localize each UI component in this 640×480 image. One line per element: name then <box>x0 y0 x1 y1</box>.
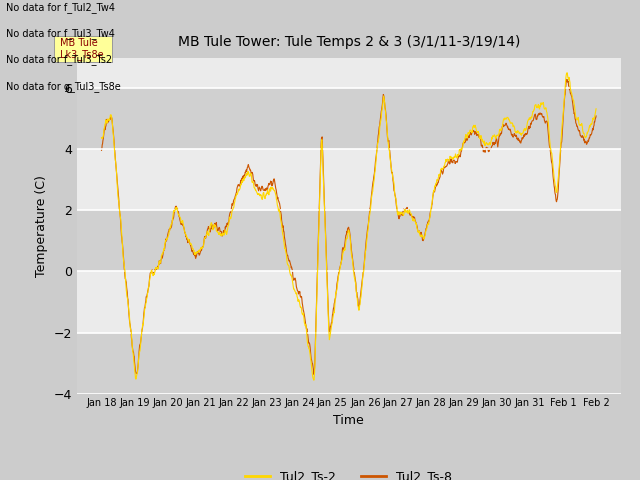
Bar <box>77 88 621 149</box>
Bar <box>77 210 621 271</box>
Text: No data for f_Tul3_Ts2: No data for f_Tul3_Ts2 <box>6 54 113 65</box>
Text: MB Tule
Lk3_Ts8e: MB Tule Lk3_Ts8e <box>60 38 104 60</box>
Text: No data for f_Tul3_Tw4: No data for f_Tul3_Tw4 <box>6 28 115 39</box>
X-axis label: Time: Time <box>333 414 364 427</box>
Y-axis label: Temperature (C): Temperature (C) <box>35 175 48 276</box>
Text: No data for g_Tul3_Ts8e: No data for g_Tul3_Ts8e <box>6 81 121 92</box>
Legend: Tul2_Ts-2, Tul2_Ts-8: Tul2_Ts-2, Tul2_Ts-8 <box>241 465 457 480</box>
Text: No data for f_Tul2_Tw4: No data for f_Tul2_Tw4 <box>6 1 115 12</box>
Bar <box>77 333 621 394</box>
Title: MB Tule Tower: Tule Temps 2 & 3 (3/1/11-3/19/14): MB Tule Tower: Tule Temps 2 & 3 (3/1/11-… <box>178 36 520 49</box>
